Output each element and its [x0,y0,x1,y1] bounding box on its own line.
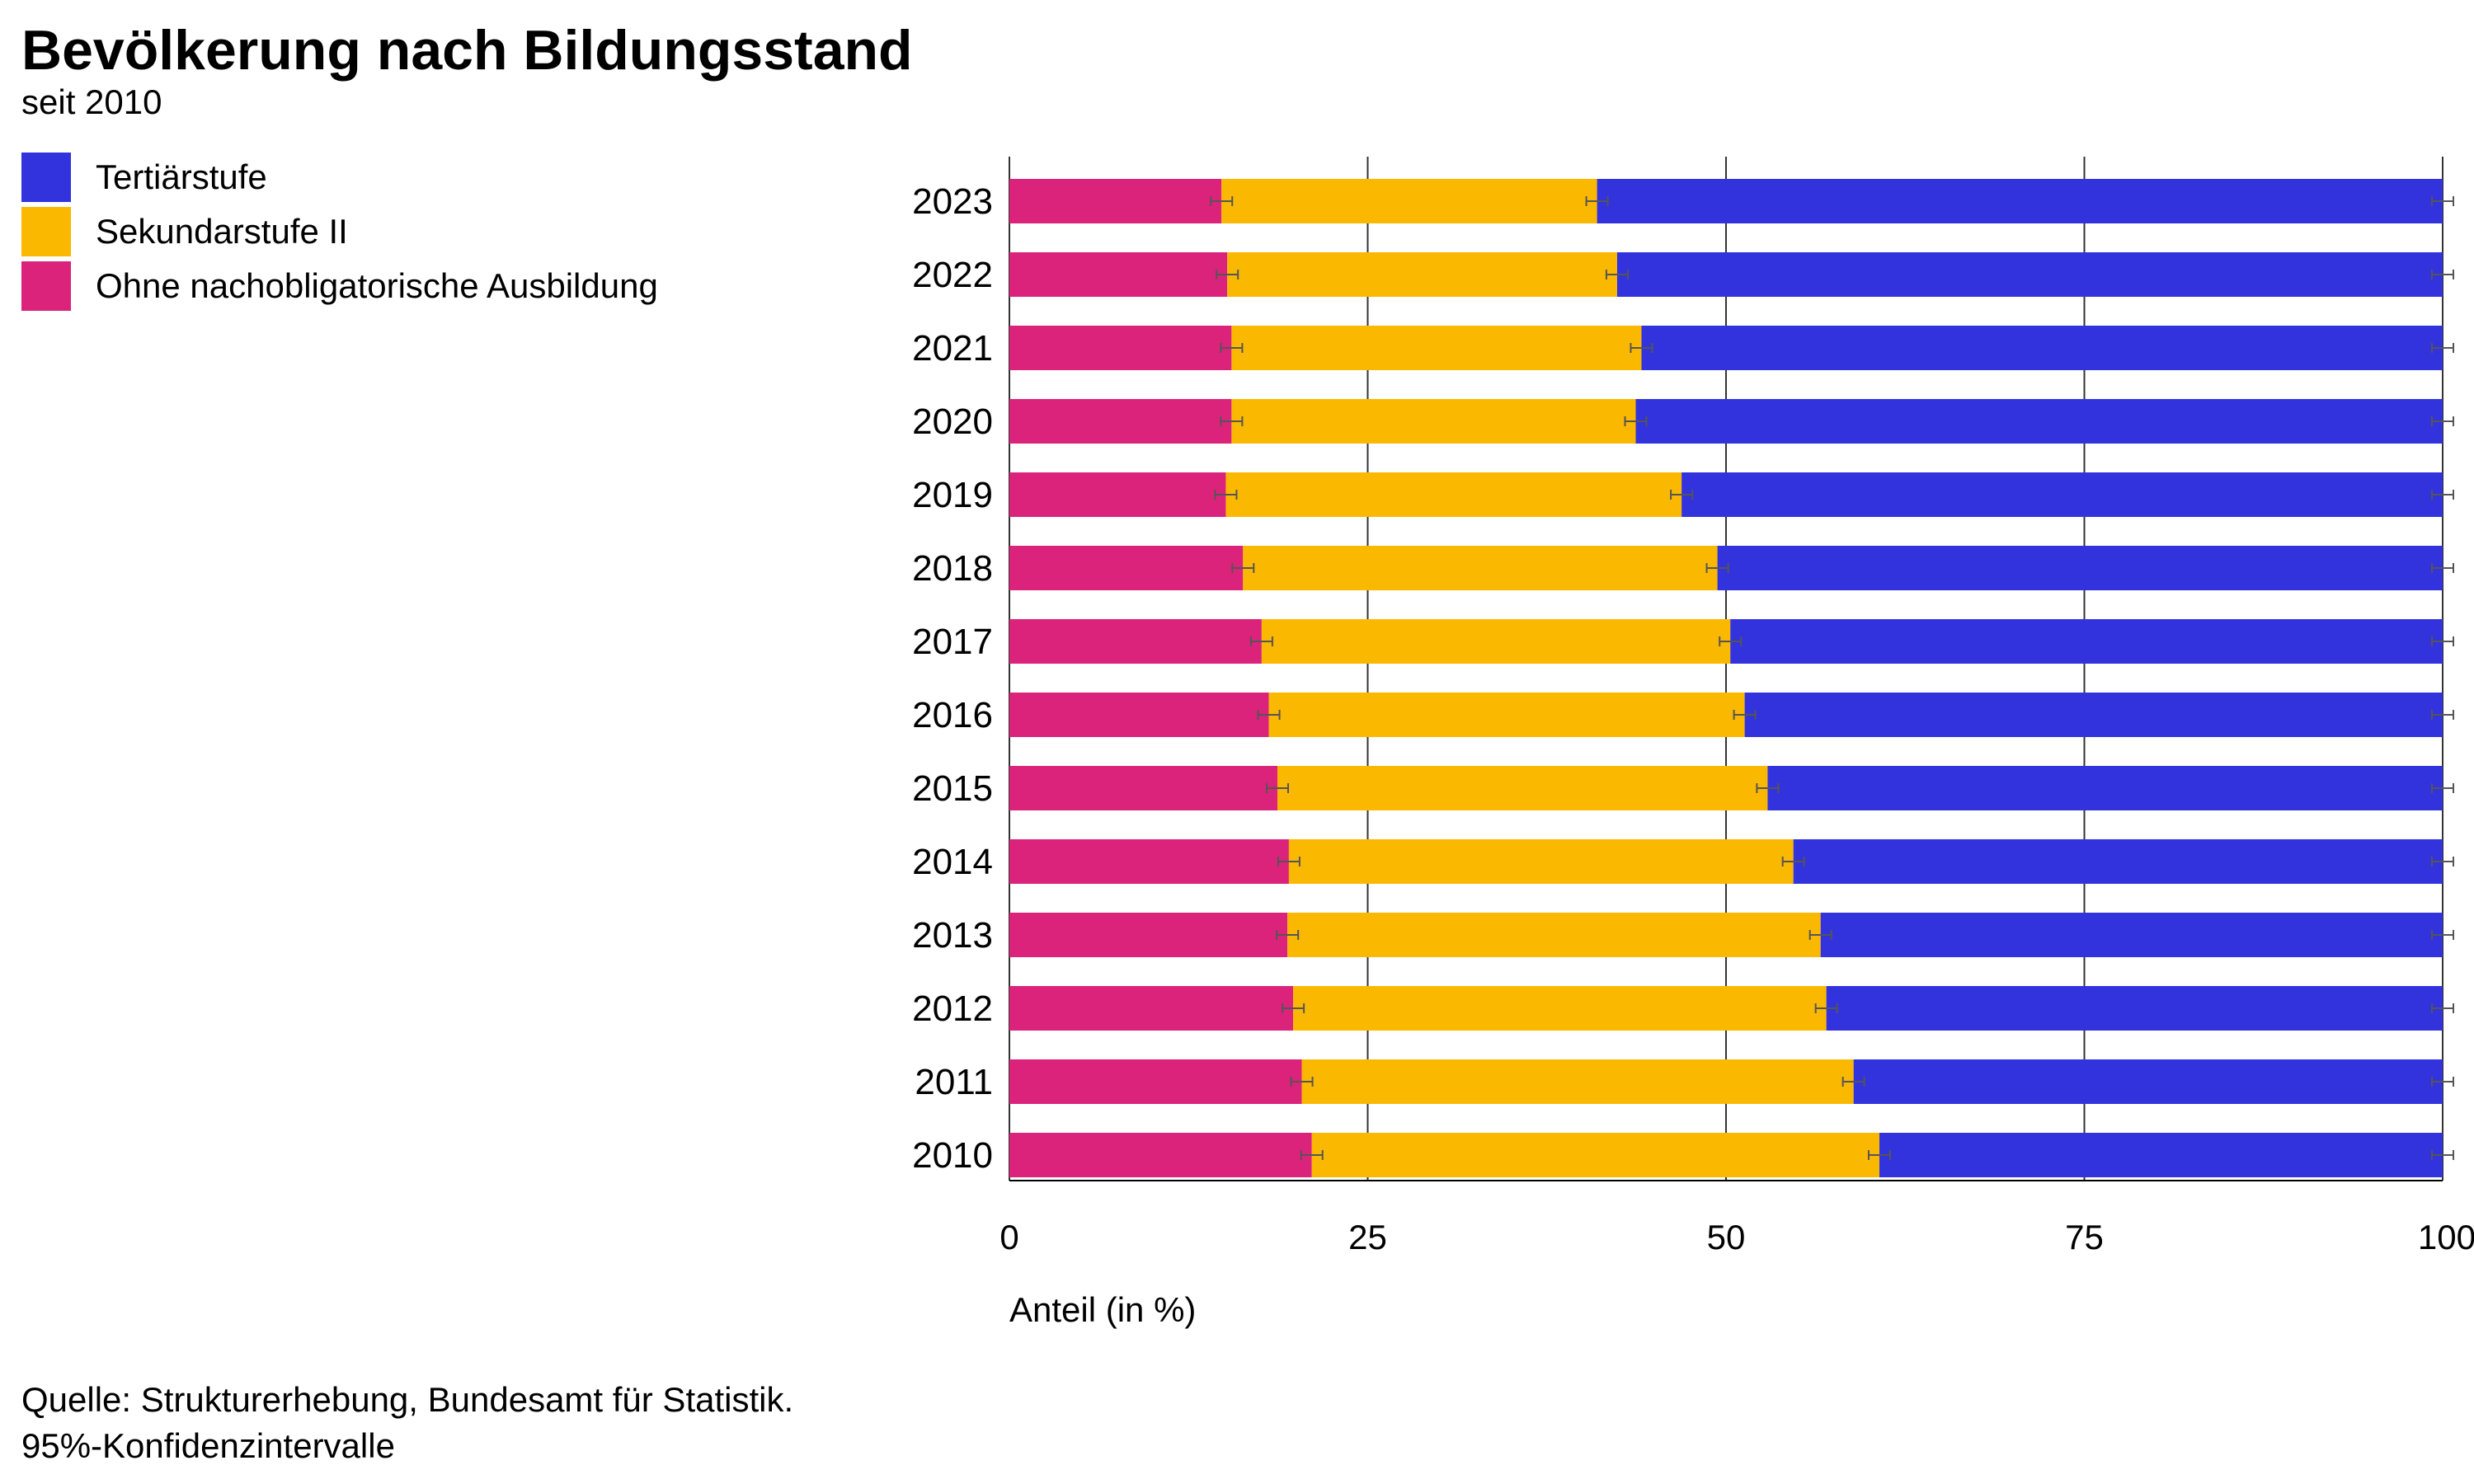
bar-segment [1009,326,1232,370]
bar-segment [1293,986,1827,1031]
bar-segment [1597,179,2443,223]
y-tick-label: 2021 [912,328,993,369]
bar-segment [1879,1133,2443,1177]
y-tick-label: 2017 [912,622,993,662]
bar-segment [1287,913,1821,957]
confidence-note: 95%-Konfidenzintervalle [21,1426,395,1465]
x-tick-label: 0 [999,1218,1018,1256]
bar-segment [1288,839,1794,884]
legend-swatch-tertiaerstufe [21,153,71,202]
x-tick-label: 50 [1707,1218,1746,1256]
y-tick-label: 2020 [912,402,993,442]
bar-segment [1853,1059,2443,1104]
bar-segment [1009,619,1262,664]
bar-segment [1826,986,2443,1031]
y-tick-label: 2022 [912,255,993,295]
bar-segment [1261,619,1731,664]
bar-segment [1009,472,1226,517]
legend-item-sekundarstufe: Sekundarstufe II [21,204,658,259]
y-tick-label: 2014 [912,842,993,882]
bar-segment [1301,1059,1854,1104]
x-tick-label: 100 [2418,1218,2474,1256]
y-tick-label: 2012 [912,989,993,1029]
bar-segment [1009,546,1244,590]
y-tick-label: 2023 [912,181,993,222]
chart-subtitle: seit 2010 [21,82,162,121]
bar-segment [1009,1133,1312,1177]
bar-segment [1681,472,2443,517]
bar-segment [1793,839,2443,884]
bar-segment [1717,546,2443,590]
x-axis-label: Anteil (in %) [1009,1290,1197,1329]
bar-segment [1009,179,1222,223]
source-note: Quelle: Strukturerhebung, Bundesamt für … [21,1377,793,1469]
bar-segment [1009,252,1228,297]
legend-swatch-ohne-ausbildung [21,261,71,311]
bar-segment [1635,399,2443,444]
legend: Tertiärstufe Sekundarstufe II Ohne nacho… [21,150,658,313]
legend-label-sekundarstufe: Sekundarstufe II [96,212,348,251]
bar-segment [1231,399,1636,444]
bar-segment [1225,472,1682,517]
bar-segment [1730,619,2443,664]
legend-item-ohne-ausbildung: Ohne nachobligatorische Ausbildung [21,259,658,313]
bar-segment [1744,693,2443,737]
chart-title: Bevölkerung nach Bildungsstand [21,19,913,82]
bar-segment [1009,766,1278,810]
bar-segment [1221,179,1597,223]
legend-swatch-sekundarstufe [21,207,71,256]
bar-segment [1009,693,1269,737]
y-tick-label: 2010 [912,1135,993,1176]
bar-segment [1009,1059,1302,1104]
bar-segment [1767,766,2443,810]
bar-segment [1227,252,1617,297]
y-tick-label: 2016 [912,695,993,735]
bar-segment [1009,399,1232,444]
bar-segment [1820,913,2443,957]
bar-segment [1641,326,2443,370]
legend-item-tertiaerstufe: Tertiärstufe [21,150,658,204]
source-line: Quelle: Strukturerhebung, Bundesamt für … [21,1380,794,1419]
bar-segment [1268,693,1745,737]
legend-label-tertiaerstufe: Tertiärstufe [96,157,267,196]
bar-segment [1277,766,1768,810]
bar-segment [1009,839,1289,884]
bar-segment [1231,326,1642,370]
bar-segment [1009,986,1294,1031]
y-tick-label: 2013 [912,915,993,956]
legend-label-ohne-ausbildung: Ohne nachobligatorische Ausbildung [96,266,658,305]
y-tick-label: 2015 [912,768,993,809]
y-tick-label: 2019 [912,475,993,515]
bar-segment [1243,546,1718,590]
bar-segment [1311,1133,1879,1177]
y-tick-label: 2011 [915,1062,993,1102]
bar-segment [1616,252,2443,297]
x-tick-label: 25 [1348,1218,1387,1256]
x-tick-label: 75 [2065,1218,2104,1256]
y-tick-label: 2018 [912,548,993,589]
bar-segment [1009,913,1288,957]
